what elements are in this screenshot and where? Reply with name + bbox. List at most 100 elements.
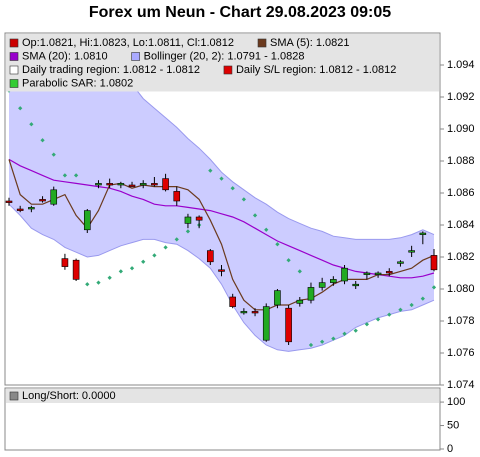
y-tick-label: 1.086: [447, 187, 475, 199]
candle-body: [184, 216, 192, 224]
legend-label: Parabolic SAR: 1.0802: [22, 77, 133, 89]
sar-dot: [331, 336, 336, 341]
legend-label: Daily S/L region: 1.0812 - 1.0812: [236, 64, 396, 76]
sar-dot: [320, 339, 325, 344]
sar-dot: [185, 229, 191, 234]
sar-dot: [308, 342, 314, 348]
sar-dot: [420, 296, 425, 301]
y-tick-label: 50: [447, 419, 459, 431]
y-tick-label: 1.088: [447, 155, 475, 167]
sar-dot: [364, 322, 370, 327]
candle-body: [83, 210, 91, 231]
sar-dot: [208, 168, 213, 173]
legend-box: [6, 389, 439, 403]
candle-body: [50, 189, 58, 205]
chart-title: Forex um Neun - Chart 29.08.2023 09:05: [89, 4, 391, 21]
candle-body: [28, 207, 35, 210]
legend-swatch: [131, 52, 140, 61]
candle-body: [330, 279, 337, 283]
y-tick-label: 1.092: [447, 91, 475, 103]
candle-body: [385, 271, 393, 274]
sar-dot: [129, 266, 135, 271]
candle-body: [139, 183, 147, 186]
sar-dot: [241, 197, 246, 202]
y-tick-label: 1.090: [447, 123, 475, 135]
sar-dot: [431, 285, 437, 290]
candle-body: [117, 183, 125, 186]
candle-body: [162, 178, 169, 191]
candle-body: [229, 296, 236, 307]
sar-dot: [375, 317, 381, 322]
sar-dot: [51, 152, 56, 157]
sar-dot: [275, 242, 280, 247]
candle-body: [374, 272, 382, 275]
legend-label: Long/Short: 0.0000: [22, 390, 116, 402]
sar-dot: [219, 176, 224, 181]
sar-dot: [252, 213, 258, 218]
candle-body: [430, 255, 438, 271]
sar-dot: [73, 173, 79, 178]
legend-swatch: [257, 38, 267, 48]
sar-dot: [297, 269, 302, 274]
sar-dot: [141, 259, 146, 264]
candle-body: [151, 183, 158, 186]
legend-box: [6, 34, 439, 92]
y-tick-label: 0: [447, 443, 453, 455]
candle-body: [173, 191, 181, 202]
candle-body: [341, 267, 348, 282]
y-tick-label: 100: [447, 396, 465, 408]
legend-label: Op:1.0821, Hi:1.0823, Lo:1.0811, Cl:1.08…: [22, 37, 234, 49]
sar-dot: [18, 106, 23, 111]
sar-dot: [40, 138, 45, 143]
y-tick-label: 1.080: [447, 283, 475, 295]
sar-dot: [387, 312, 392, 317]
sar-dot: [152, 253, 157, 258]
candle-body: [419, 232, 427, 235]
candle-body: [296, 299, 304, 304]
candle-body: [128, 184, 136, 187]
sar-dot: [62, 173, 68, 178]
sar-dot: [398, 307, 403, 312]
legend-label: Bollinger (20, 2): 1.0791 - 1.0828: [144, 50, 305, 62]
sar-dot: [342, 331, 347, 336]
candle-body: [363, 272, 371, 275]
candle-body: [207, 250, 214, 263]
legend-swatch: [9, 79, 19, 88]
legend-swatch: [223, 65, 233, 75]
sar-dot: [163, 245, 168, 250]
y-tick-label: 1.094: [447, 59, 475, 71]
sma20-line: [8, 158, 435, 279]
candle-body: [16, 208, 24, 211]
y-tick-label: 1.084: [447, 219, 475, 231]
candle-body: [262, 306, 270, 341]
legend-label: SMA (5): 1.0821: [270, 37, 350, 49]
sar-dot: [230, 186, 235, 191]
legend-swatch: [9, 65, 19, 75]
candle-body: [5, 200, 13, 203]
candle-body: [106, 183, 113, 186]
legend-swatch: [9, 52, 19, 61]
y-tick-label: 1.074: [447, 379, 475, 391]
legend-label: Daily trading region: 1.0812 - 1.0812: [22, 64, 200, 76]
legend-label: SMA (20): 1.0810: [22, 50, 108, 62]
candle-body: [61, 258, 69, 267]
legend-swatch: [9, 391, 19, 401]
sar-dot: [174, 237, 179, 242]
candle-body: [318, 282, 326, 288]
y-tick-label: 1.082: [447, 251, 475, 263]
candle-body: [307, 287, 315, 301]
sar-dot: [409, 302, 414, 308]
candle-body: [218, 269, 225, 272]
y-tick-label: 1.078: [447, 315, 475, 327]
candle-body: [274, 290, 281, 306]
candle-body: [251, 311, 259, 314]
bollinger-band: [9, 37, 434, 352]
candle-body: [352, 283, 360, 287]
y-tick-label: 1.076: [447, 347, 475, 359]
candle-body: [195, 216, 203, 221]
legend-swatch: [9, 38, 19, 48]
candle-body: [72, 259, 80, 280]
sar-dot: [353, 328, 358, 333]
